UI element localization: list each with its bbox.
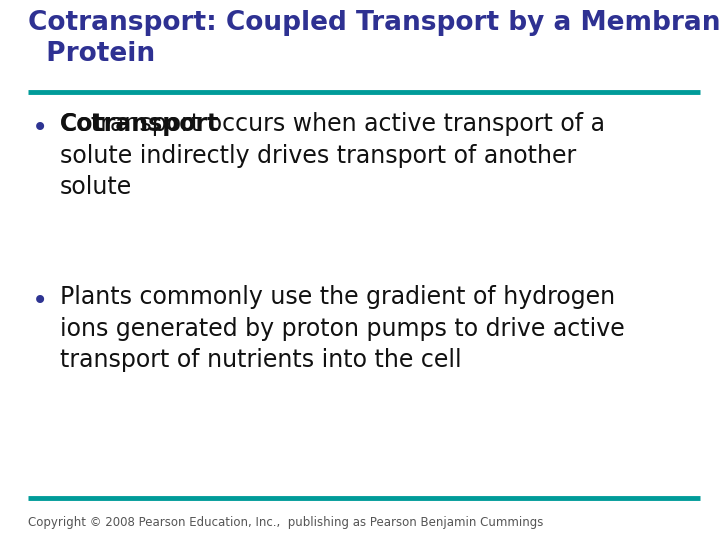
Text: •: • xyxy=(32,114,48,142)
Text: Cotransport occurs when active transport of a
solute indirectly drives transport: Cotransport occurs when active transport… xyxy=(60,112,605,199)
Text: Cotransport: Coupled Transport by a Membrane
  Protein: Cotransport: Coupled Transport by a Memb… xyxy=(28,10,720,67)
Text: Copyright © 2008 Pearson Education, Inc.,  publishing as Pearson Benjamin Cummin: Copyright © 2008 Pearson Education, Inc.… xyxy=(28,516,544,529)
Text: Cotransport: Cotransport xyxy=(60,112,220,136)
Text: Plants commonly use the gradient of hydrogen
ions generated by proton pumps to d: Plants commonly use the gradient of hydr… xyxy=(60,285,625,372)
Text: •: • xyxy=(32,287,48,315)
